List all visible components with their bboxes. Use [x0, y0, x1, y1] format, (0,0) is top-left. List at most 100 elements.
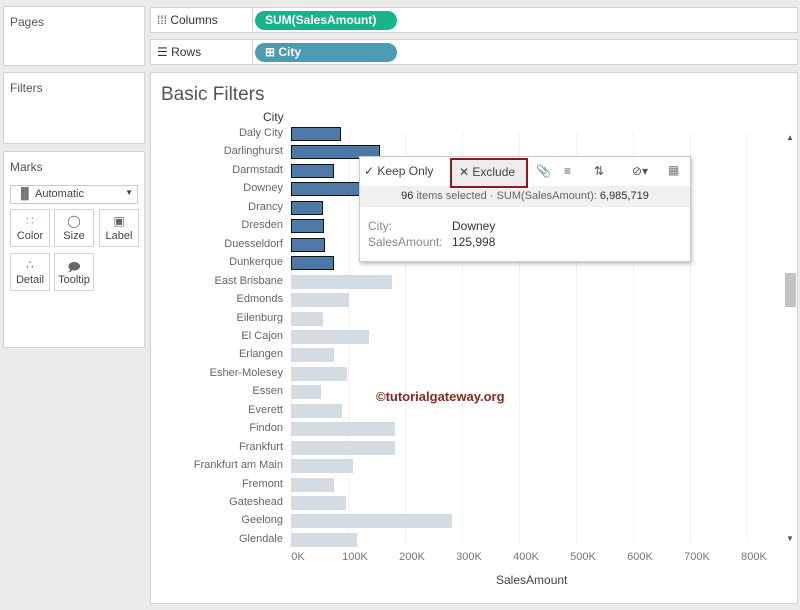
- city-label[interactable]: Fremont: [242, 477, 283, 490]
- label-button[interactable]: ▣ Label: [99, 209, 139, 247]
- gridline: [462, 133, 463, 543]
- color-icon: ∷: [26, 214, 34, 228]
- tooltip-button[interactable]: 🗩 Tooltip: [54, 253, 94, 291]
- city-field-label: City:: [368, 219, 392, 233]
- tooltip-label: Tooltip: [58, 274, 90, 286]
- bar-esher-molesey[interactable]: [291, 366, 347, 381]
- scroll-down-icon: ▼: [786, 534, 794, 543]
- bar-chart-icon: ▐▌: [17, 188, 36, 200]
- city-label[interactable]: Frankfurt am Main: [193, 459, 283, 472]
- x-tick-label: 200K: [399, 551, 425, 563]
- tooltip-icon: 🗩: [67, 260, 81, 274]
- bar-downey[interactable]: [291, 182, 363, 197]
- tooltip-popup: ✓ Keep Only ✕ Exclude 📎 ≡ ⇅ ⊘▾ ▦ 96 item…: [359, 156, 691, 262]
- bar-glendale[interactable]: [291, 532, 358, 547]
- keep-only-button[interactable]: ✓ Keep Only: [364, 164, 434, 178]
- bar-geelong[interactable]: [291, 514, 452, 529]
- color-button[interactable]: ∷ Color: [10, 209, 50, 247]
- sheet-title: Basic Filters: [161, 84, 265, 105]
- add-reference-icon[interactable]: ≡: [564, 164, 572, 178]
- city-label[interactable]: El Cajon: [241, 329, 283, 342]
- gridline: [690, 133, 691, 543]
- columns-shelf[interactable]: ⁞⁞⁞ Columns SUM(SalesAmount): [150, 7, 798, 33]
- city-label[interactable]: Essen: [252, 385, 283, 398]
- bar-darlinghurst[interactable]: [291, 145, 380, 160]
- city-label[interactable]: Daly City: [238, 127, 283, 139]
- pages-card: Pages: [3, 6, 145, 66]
- city-label[interactable]: Frankfurt: [238, 440, 283, 453]
- size-icon: ◯: [67, 214, 81, 228]
- gridline: [633, 133, 634, 543]
- bar-eilenburg[interactable]: [291, 311, 323, 326]
- bar-edmonds[interactable]: [291, 293, 350, 308]
- bar-drancy[interactable]: [291, 200, 323, 215]
- scroll-thumb[interactable]: [785, 273, 796, 307]
- bar-dresden[interactable]: [291, 219, 325, 234]
- city-label[interactable]: Esher-Molesey: [209, 366, 283, 379]
- sales-field-value: 125,998: [452, 235, 496, 249]
- city-label[interactable]: East Brisbane: [214, 274, 283, 287]
- filters-card[interactable]: Filters: [3, 72, 145, 144]
- city-label[interactable]: Eilenburg: [236, 311, 283, 324]
- city-label[interactable]: Dunkerque: [229, 256, 283, 269]
- city-label[interactable]: Darlinghurst: [223, 145, 283, 158]
- gridline: [747, 133, 748, 543]
- city-label[interactable]: Dresden: [241, 219, 283, 232]
- label-label: Label: [105, 230, 133, 242]
- city-label[interactable]: Erlangen: [238, 348, 283, 361]
- rows-pill[interactable]: ⊞ City: [255, 43, 397, 62]
- label-icon: ▣: [113, 214, 125, 228]
- set-icon[interactable]: ⊘▾: [632, 164, 649, 178]
- city-label[interactable]: Findon: [249, 422, 283, 435]
- city-field-value: Downey: [452, 219, 496, 233]
- city-label[interactable]: Duesseldorf: [224, 237, 283, 250]
- bar-everett[interactable]: [291, 403, 342, 418]
- sort-icon[interactable]: ⇅: [594, 164, 605, 178]
- chevron-down-icon: ▼: [125, 188, 133, 197]
- marks-card: Marks ▐▌ Automatic ▼ ∷ Color ◯ Size ▣ Label…: [3, 151, 145, 348]
- bar-daly-city[interactable]: [291, 127, 342, 141]
- row-header: City: [263, 110, 284, 124]
- exclude-button[interactable]: ✕ Exclude: [450, 158, 528, 188]
- bar-frankfurt[interactable]: [291, 440, 395, 455]
- size-label: Size: [63, 230, 85, 242]
- view-data-icon[interactable]: ▦: [668, 163, 680, 177]
- scroll-up-icon: ▲: [786, 133, 794, 142]
- vertical-scrollbar[interactable]: ▲ ▼: [783, 133, 797, 543]
- x-tick-label: 0K: [291, 551, 305, 563]
- pages-title: Pages: [10, 15, 45, 29]
- x-tick-label: 800K: [741, 551, 767, 563]
- mark-type-select[interactable]: ▐▌ Automatic ▼: [10, 185, 138, 204]
- bar-frankfurt-am-main[interactable]: [291, 459, 354, 474]
- watermark: ©tutorialgateway.org: [376, 389, 505, 404]
- gridline: [519, 133, 520, 543]
- columns-pill[interactable]: SUM(SalesAmount): [255, 11, 397, 30]
- x-tick-label: 500K: [570, 551, 596, 563]
- city-label[interactable]: Darmstadt: [232, 163, 283, 176]
- detail-icon: ∴: [26, 258, 34, 272]
- city-label[interactable]: Gateshead: [229, 496, 283, 508]
- city-label[interactable]: Edmonds: [236, 293, 283, 306]
- bar-dunkerque[interactable]: [291, 256, 334, 271]
- city-label[interactable]: Geelong: [241, 514, 283, 527]
- city-label[interactable]: Glendale: [238, 532, 283, 545]
- bar-darmstadt[interactable]: [291, 163, 334, 178]
- x-tick-label: 400K: [513, 551, 539, 563]
- city-label[interactable]: Downey: [243, 182, 283, 195]
- rows-shelf[interactable]: ☰ Rows ⊞ City: [150, 39, 798, 65]
- city-label[interactable]: Drancy: [248, 200, 283, 213]
- group-icon[interactable]: 📎: [536, 164, 551, 178]
- rows-label: ☰ Rows: [157, 40, 253, 64]
- bar-duesseldorf[interactable]: [291, 237, 326, 252]
- bar-east-brisbane[interactable]: [291, 274, 392, 289]
- bar-fremont[interactable]: [291, 477, 334, 492]
- bar-findon[interactable]: [291, 422, 395, 437]
- bar-gateshead[interactable]: [291, 496, 346, 510]
- bar-essen[interactable]: [291, 385, 322, 400]
- bar-erlangen[interactable]: [291, 348, 334, 363]
- detail-button[interactable]: ∴ Detail: [10, 253, 50, 291]
- view-sheet[interactable]: Basic Filters City 0K 100K 200K 300K 400K 500…: [150, 72, 798, 604]
- city-label[interactable]: Everett: [248, 403, 283, 416]
- size-button[interactable]: ◯ Size: [54, 209, 94, 247]
- bar-el-cajon[interactable]: [291, 329, 370, 344]
